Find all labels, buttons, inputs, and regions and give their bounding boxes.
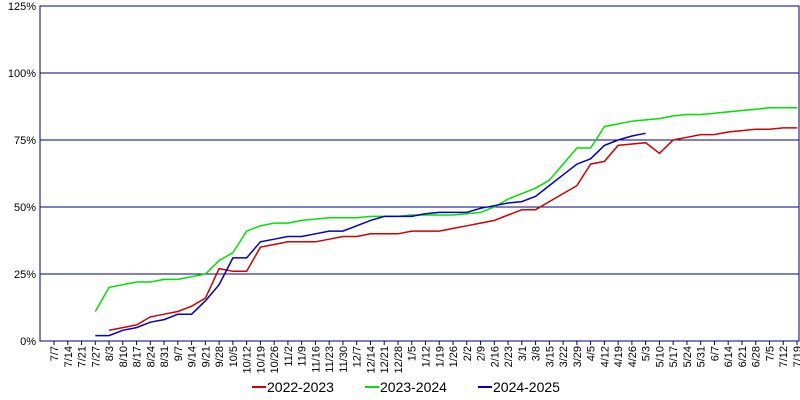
x-tick-label: 7/19 [792, 346, 800, 367]
x-tick-label: 2/2 [462, 346, 474, 361]
x-tick-label: 2/9 [476, 346, 488, 361]
x-tick-label: 7/5 [764, 346, 776, 361]
x-tick-label: 12/21 [379, 346, 391, 374]
x-tick-label: 4/26 [627, 346, 639, 367]
x-tick-label: 11/30 [338, 346, 350, 373]
x-tick-label: 4/5 [586, 346, 598, 361]
x-tick-label: 7/14 [63, 346, 75, 367]
series-line [94, 107, 797, 312]
x-tick-label: 7/27 [90, 346, 102, 367]
x-tick-label: 5/3 [641, 346, 653, 361]
x-tick-label: 5/31 [696, 346, 708, 367]
y-tick-label: 125% [8, 1, 36, 13]
x-tick-label: 8/10 [118, 346, 130, 367]
x-tick-label: 3/8 [531, 346, 543, 361]
x-tick-label: 5/17 [668, 346, 680, 367]
x-tick-label: 12/14 [365, 346, 377, 374]
y-tick-label: 25% [14, 269, 36, 281]
x-tick-label: 11/23 [324, 346, 336, 373]
x-tick-label: 12/28 [393, 346, 405, 374]
x-tick-label: 12/7 [352, 346, 364, 367]
x-tick-label: 8/31 [159, 346, 171, 367]
x-tick-label: 6/14 [723, 346, 735, 367]
x-tick-label: 1/26 [448, 346, 460, 367]
series-line [95, 132, 646, 337]
x-tick-label: 5/24 [682, 346, 694, 367]
x-tick-label: 2/16 [489, 346, 501, 367]
series-line [108, 127, 797, 332]
x-tick-label: 7/12 [778, 346, 790, 367]
x-tick-label: 10/26 [269, 346, 281, 374]
y-tick-label: 100% [8, 68, 36, 80]
x-tick-label: 8/3 [104, 346, 116, 361]
x-tick-label: 7/21 [77, 346, 89, 367]
x-tick-label: 3/15 [544, 346, 556, 367]
x-tick-label: 8/17 [132, 346, 144, 367]
x-tick-label: 10/5 [228, 346, 240, 367]
x-tick-label: 9/7 [173, 346, 185, 361]
x-tick-label: 4/12 [599, 346, 611, 367]
plot-frame [39, 5, 800, 342]
y-tick-label: 75% [14, 135, 36, 147]
x-tick-label: 3/1 [517, 346, 529, 361]
x-tick-label: 11/9 [297, 346, 309, 367]
x-tick-label: 9/28 [214, 346, 226, 367]
x-tick-label: 2/23 [503, 346, 515, 367]
y-tick-label: 50% [14, 202, 36, 214]
x-tick-label: 11/2 [283, 346, 295, 367]
x-tick-label: 11/16 [310, 346, 322, 373]
x-tick-label: 9/14 [187, 346, 199, 367]
x-tick-label: 6/21 [737, 346, 749, 367]
x-tick-label: 1/5 [407, 346, 419, 361]
y-tick-label: 0% [20, 336, 36, 348]
x-tick-label: 3/29 [572, 346, 584, 367]
x-tick-label: 10/19 [255, 346, 267, 374]
x-tick-label: 3/22 [558, 346, 570, 367]
x-tick-label: 1/12 [421, 346, 433, 367]
x-tick-label: 10/12 [242, 346, 254, 374]
x-tick-label: 5/10 [654, 346, 666, 367]
x-tick-label: 4/19 [613, 346, 625, 367]
x-tick-label: 6/7 [709, 346, 721, 361]
legend-label: 2023-2024 [380, 379, 447, 395]
x-tick-label: 6/28 [751, 346, 763, 367]
legend-label: 2024-2025 [493, 379, 560, 395]
x-tick-label: 7/7 [49, 346, 61, 361]
x-tick-label: 8/24 [145, 346, 157, 367]
x-tick-label: 1/19 [434, 346, 446, 367]
legend-label: 2022-2023 [267, 379, 334, 395]
x-tick-label: 9/21 [200, 346, 212, 367]
